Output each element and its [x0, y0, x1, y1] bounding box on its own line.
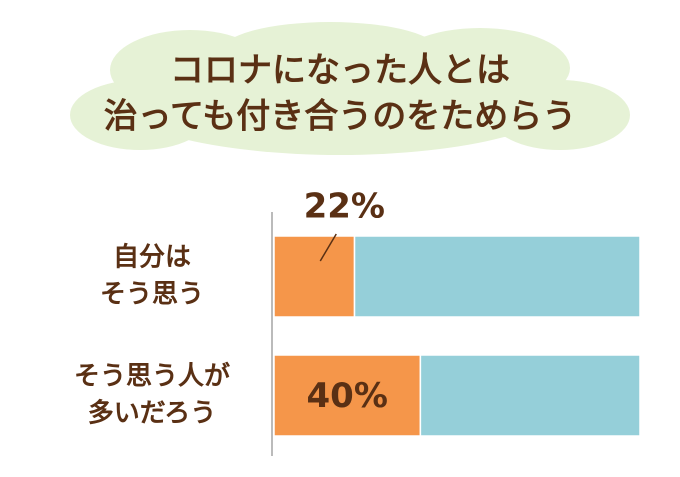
leader-line — [319, 233, 337, 262]
bar-segment — [353, 235, 641, 318]
cloud — [70, 22, 630, 155]
category-label: 多いだろう — [88, 399, 216, 429]
chart-title: コロナになった人とは — [170, 51, 510, 91]
bar-segment — [273, 235, 356, 318]
category-label: そう思う人が — [74, 361, 230, 392]
category-label: そう思う — [100, 280, 204, 310]
category-label: 自分は — [113, 242, 191, 273]
bar-segment — [419, 354, 641, 437]
chart-title: 治っても付き合うのをためらう — [104, 97, 577, 137]
value-label: 40% — [307, 376, 388, 416]
bar-segment — [273, 354, 422, 437]
value-label: 22% — [304, 187, 385, 227]
